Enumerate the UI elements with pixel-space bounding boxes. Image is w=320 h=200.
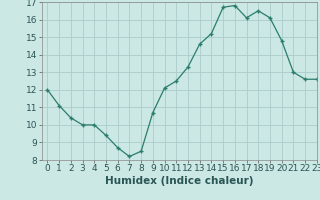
X-axis label: Humidex (Indice chaleur): Humidex (Indice chaleur) [105,176,253,186]
